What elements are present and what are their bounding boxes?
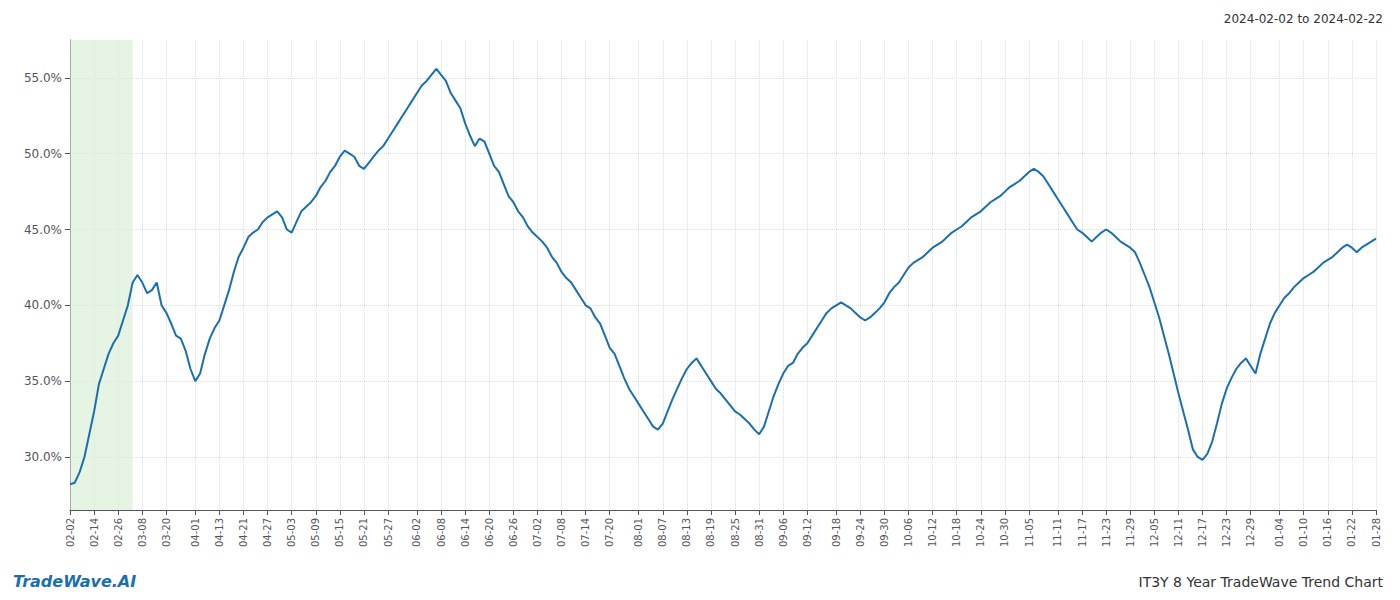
svg-text:10-30: 10-30 [999,518,1010,547]
svg-text:03-20: 03-20 [161,518,172,547]
svg-text:IT3Y 8 Year TradeWave Trend Ch: IT3Y 8 Year TradeWave Trend Chart [1139,574,1384,590]
svg-text:12-05: 12-05 [1149,518,1160,547]
svg-text:30.0%: 30.0% [24,450,62,464]
svg-text:10-18: 10-18 [951,518,962,547]
svg-text:11-29: 11-29 [1125,518,1136,547]
svg-text:07-14: 07-14 [580,518,591,547]
svg-text:12-23: 12-23 [1221,518,1232,547]
svg-text:07-02: 07-02 [532,518,543,547]
svg-text:04-01: 04-01 [190,518,201,547]
svg-text:08-01: 08-01 [633,518,644,547]
svg-text:05-15: 05-15 [334,518,345,547]
svg-text:06-14: 06-14 [460,518,471,547]
svg-text:40.0%: 40.0% [24,298,62,312]
svg-text:11-05: 11-05 [1024,518,1035,547]
svg-text:55.0%: 55.0% [24,71,62,85]
svg-text:10-06: 10-06 [903,518,914,547]
svg-text:45.0%: 45.0% [24,223,62,237]
svg-text:04-27: 04-27 [262,518,273,547]
svg-text:01-28: 01-28 [1371,518,1382,547]
svg-text:09-06: 09-06 [778,518,789,547]
svg-text:04-21: 04-21 [238,518,249,547]
svg-text:06-08: 06-08 [436,518,447,547]
svg-text:04-13: 04-13 [214,518,225,547]
svg-text:2024-02-02 to 2024-02-22: 2024-02-02 to 2024-02-22 [1224,12,1383,26]
svg-text:10-12: 10-12 [927,518,938,547]
svg-text:11-11: 11-11 [1052,518,1063,547]
svg-text:05-03: 05-03 [286,518,297,547]
svg-text:09-18: 09-18 [831,518,842,547]
svg-text:TradeWave.AI: TradeWave.AI [13,572,136,591]
svg-text:12-11: 12-11 [1173,518,1184,547]
svg-text:35.0%: 35.0% [24,374,62,388]
svg-text:01-04: 01-04 [1274,518,1285,547]
svg-text:08-13: 08-13 [681,518,692,547]
svg-text:10-24: 10-24 [975,518,986,547]
svg-text:02-26: 02-26 [113,518,124,547]
svg-text:06-26: 06-26 [508,518,519,547]
svg-text:09-30: 09-30 [879,518,890,547]
svg-text:05-21: 05-21 [358,518,369,547]
svg-text:02-14: 02-14 [89,518,100,547]
svg-text:01-22: 01-22 [1346,518,1357,547]
svg-text:11-17: 11-17 [1077,518,1088,547]
svg-text:09-12: 09-12 [802,518,813,547]
svg-text:02-02: 02-02 [65,518,76,547]
svg-text:12-29: 12-29 [1245,518,1256,547]
svg-text:08-25: 08-25 [730,518,741,547]
svg-text:11-23: 11-23 [1101,518,1112,547]
svg-text:08-07: 08-07 [657,518,668,547]
svg-text:08-31: 08-31 [754,518,765,547]
svg-text:03-08: 03-08 [137,518,148,547]
svg-text:05-27: 05-27 [383,518,394,547]
svg-text:50.0%: 50.0% [24,147,62,161]
svg-text:05-09: 05-09 [310,518,321,547]
svg-text:08-19: 08-19 [705,518,716,547]
svg-text:07-20: 07-20 [604,518,615,547]
svg-text:06-20: 06-20 [484,518,495,547]
svg-text:12-17: 12-17 [1197,518,1208,547]
svg-text:09-24: 09-24 [855,518,866,547]
svg-text:06-02: 06-02 [411,518,422,547]
svg-text:01-16: 01-16 [1322,518,1333,547]
svg-text:01-10: 01-10 [1298,518,1309,547]
svg-text:07-08: 07-08 [556,518,567,547]
